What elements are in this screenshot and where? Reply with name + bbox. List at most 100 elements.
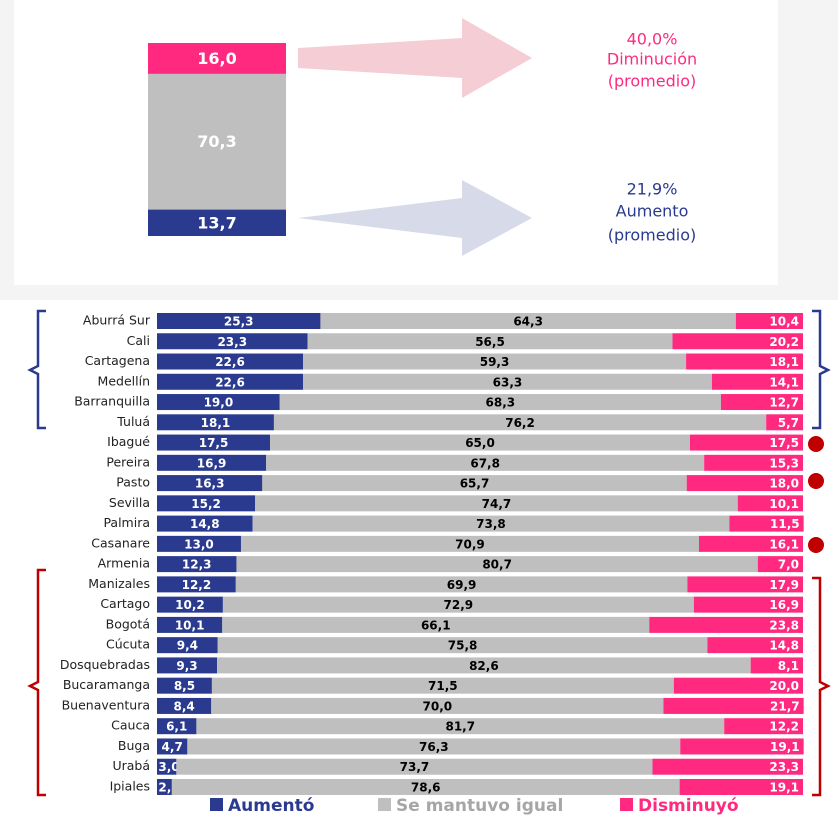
bar-segment	[157, 313, 321, 329]
bar-segment	[157, 495, 256, 512]
value-label: 78,6	[411, 780, 441, 794]
bar-segment	[302, 373, 712, 390]
value-label: 15,2	[191, 497, 221, 511]
value-label: 22,6	[215, 375, 245, 389]
bar-segment	[157, 637, 218, 654]
category-label: Ibagué	[107, 434, 150, 449]
bracket	[27, 309, 46, 430]
value-label: 74,7	[482, 497, 512, 511]
value-label: 7,0	[778, 558, 799, 572]
value-label: 10,1	[769, 497, 799, 511]
bar-segment	[157, 677, 212, 694]
value-label: 16,9	[197, 456, 227, 470]
value-label: 15,3	[769, 456, 799, 470]
value-label: 14,8	[190, 517, 220, 531]
value-label: 76,2	[505, 416, 535, 430]
value-label: 9,3	[176, 659, 197, 673]
bracket	[812, 309, 831, 430]
category-label: Cartagena	[85, 353, 150, 368]
value-label: 25,3	[224, 315, 254, 329]
legend-swatch	[210, 798, 223, 811]
category-label: Buenaventura	[62, 697, 150, 712]
category-label: Cali	[127, 333, 150, 348]
value-label: 16,3	[195, 477, 225, 491]
value-label: 65,7	[460, 477, 490, 491]
bar-segment	[157, 778, 172, 795]
bar-segment	[187, 738, 681, 755]
category-label: Cartago	[100, 596, 150, 611]
marker-dot	[808, 473, 824, 489]
bar-segment	[307, 333, 673, 350]
bar-segment	[273, 414, 767, 431]
legend-label: Se mantuvo igual	[396, 796, 563, 816]
value-label: 17,5	[199, 436, 229, 450]
value-label: 17,5	[769, 436, 799, 450]
value-label: 11,5	[770, 517, 800, 531]
value-label: 14,8	[769, 639, 799, 653]
value-label: 66,1	[421, 618, 451, 632]
category-label: Urabá	[112, 758, 150, 773]
value-label: 70,9	[455, 537, 485, 551]
value-label: 23,3	[769, 760, 799, 774]
annotation: Diminución	[607, 50, 697, 69]
value-label: 8,1	[778, 659, 799, 673]
bar-segment	[196, 718, 725, 735]
value-label: 19,1	[770, 740, 800, 754]
value-label: 70,0	[423, 699, 453, 713]
category-label: Armenia	[98, 556, 150, 571]
value-label: 76,3	[419, 740, 449, 754]
bar-segment	[652, 758, 803, 775]
value-label: 18,1	[201, 416, 231, 430]
bar-segment	[672, 333, 803, 350]
bar-segment	[707, 637, 803, 654]
bar-segment	[679, 778, 803, 795]
value-label: 19,1	[769, 780, 799, 794]
bar-segment	[157, 535, 241, 552]
value-label: 65,0	[465, 436, 495, 450]
value-label: 67,8	[470, 456, 500, 470]
annotation: (promedio)	[608, 226, 696, 245]
bar-segment	[235, 576, 688, 593]
category-label: Bucaramanga	[63, 677, 150, 692]
bar-segment	[262, 475, 687, 492]
value-label: 63,3	[493, 375, 523, 389]
value-label: 12,2	[182, 578, 212, 592]
bar-segment	[687, 576, 803, 593]
value-label: 14,1	[769, 375, 799, 389]
category-label: Manizales	[88, 576, 150, 591]
value-label: 20,2	[769, 335, 799, 349]
value-label: 20,0	[769, 679, 799, 693]
legend-label: Disminuyó	[638, 796, 739, 816]
bracket	[812, 576, 831, 797]
value-label: 18,1	[769, 355, 799, 369]
category-label: Buga	[118, 738, 150, 753]
value-label: 9,4	[177, 639, 198, 653]
bar-segment	[211, 677, 674, 694]
value-label: 13,7	[197, 213, 236, 232]
value-label: 56,5	[475, 335, 505, 349]
annotation: 21,9%	[627, 180, 678, 199]
bar-segment	[157, 556, 237, 573]
bar-segment	[157, 718, 197, 735]
bar-segment	[255, 495, 738, 512]
bar-segment	[157, 758, 177, 775]
bar-segment	[693, 596, 803, 613]
legend-label: Aumentó	[228, 796, 314, 816]
bar-segment	[279, 394, 721, 411]
category-label: Cúcuta	[106, 637, 150, 652]
bar-segment	[711, 373, 803, 390]
category-label: Bogotá	[106, 616, 150, 631]
value-label: 69,9	[447, 578, 477, 592]
bar-segment	[698, 535, 803, 552]
category-label: Cauca	[111, 718, 150, 733]
category-label: Dosquebradas	[60, 657, 150, 672]
value-label: 73,8	[476, 517, 506, 531]
value-label: 82,6	[469, 659, 499, 673]
arrow-down	[298, 18, 532, 98]
bar-segment	[720, 394, 803, 411]
bar-segment	[750, 657, 803, 674]
value-label: 13,0	[184, 537, 214, 551]
bar-segment	[157, 596, 223, 613]
category-label: Pasto	[116, 475, 150, 490]
